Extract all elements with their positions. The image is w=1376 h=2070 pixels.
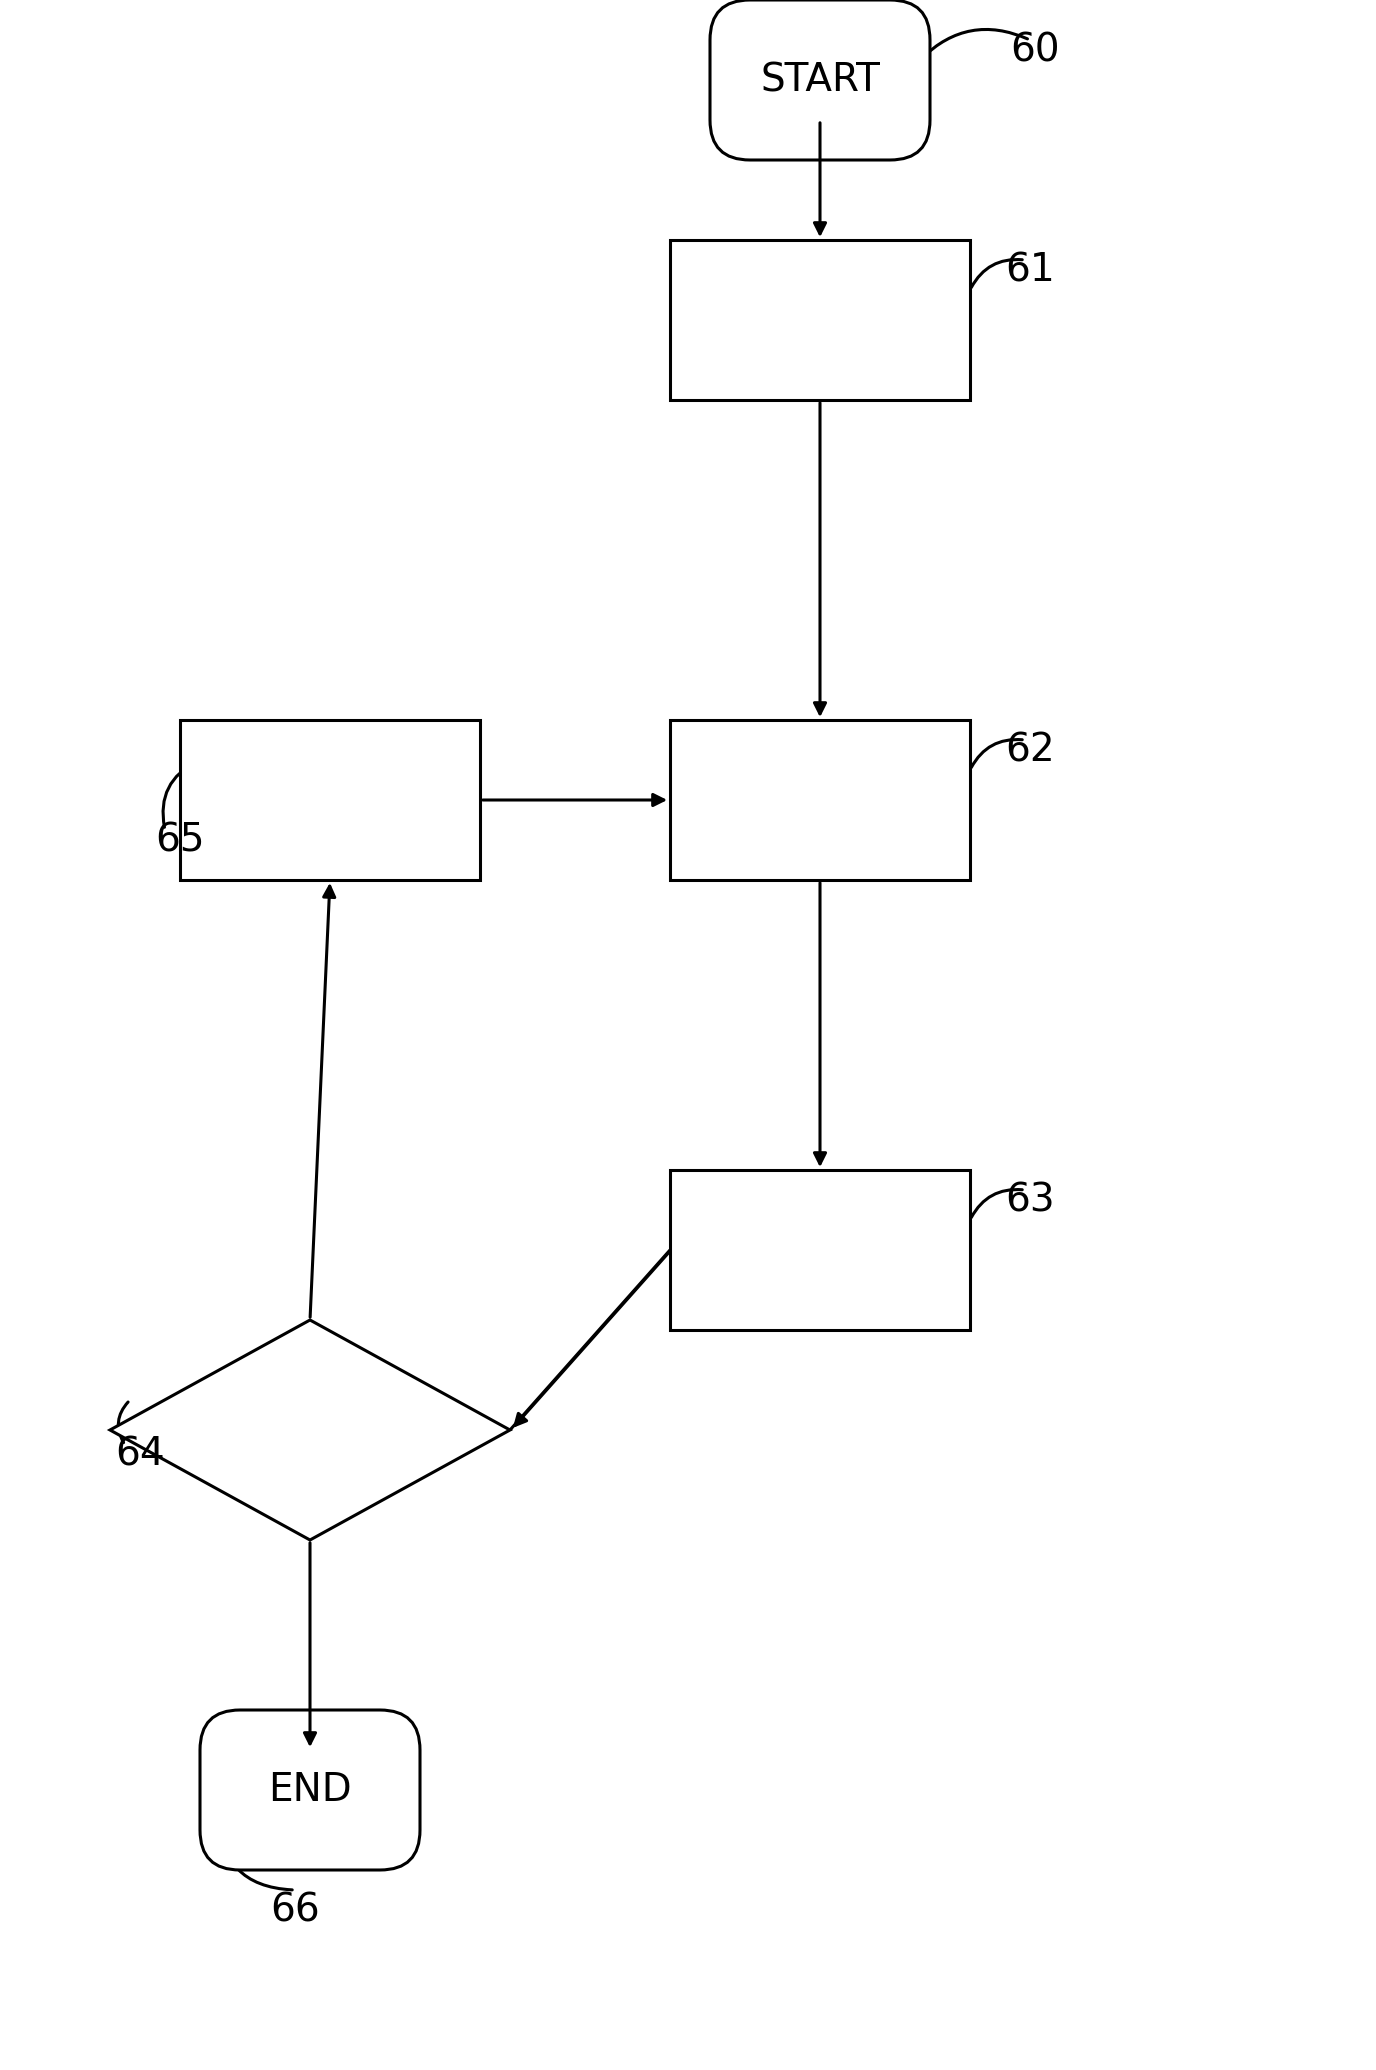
Text: 64: 64	[116, 1437, 165, 1474]
Bar	[180, 720, 480, 880]
Bar	[670, 720, 970, 880]
Text: END: END	[268, 1772, 352, 1809]
Text: 65: 65	[155, 822, 205, 859]
Bar	[670, 1170, 970, 1331]
Text: START: START	[760, 60, 879, 99]
Text: 62: 62	[1004, 731, 1054, 768]
FancyBboxPatch shape	[200, 1710, 420, 1869]
Polygon shape	[110, 1321, 510, 1540]
Text: 63: 63	[1004, 1182, 1054, 1219]
Text: 60: 60	[1010, 31, 1060, 68]
FancyBboxPatch shape	[710, 0, 930, 159]
Text: 61: 61	[1004, 250, 1055, 290]
Bar	[670, 240, 970, 400]
Text: 66: 66	[270, 1892, 319, 1929]
